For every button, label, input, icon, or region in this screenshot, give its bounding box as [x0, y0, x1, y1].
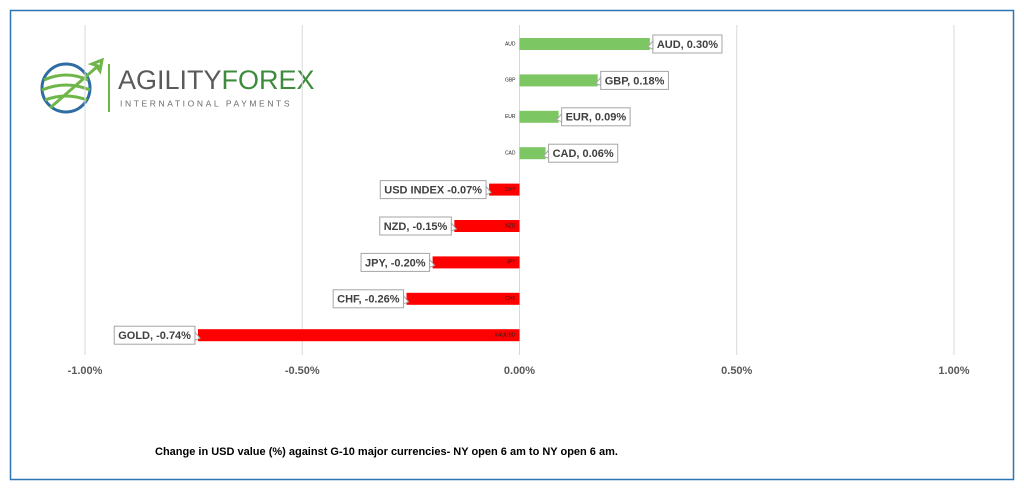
data-label: JPY, -0.20%	[365, 257, 426, 269]
frame	[9, 9, 1015, 481]
label-pointer	[555, 112, 563, 123]
category-label: NZD	[505, 223, 516, 229]
category-label: CHF	[505, 296, 515, 302]
label-pointer	[450, 221, 458, 232]
logo: AGILITYFOREX INTERNATIONAL PAYMENTS	[40, 57, 315, 114]
label-pointer	[594, 76, 602, 87]
bar	[519, 38, 650, 50]
category-label: CAD	[505, 151, 516, 157]
x-tick-label: -0.50%	[285, 365, 320, 377]
data-label: CHF, -0.26%	[337, 294, 400, 306]
bar	[519, 74, 598, 87]
label-pointer	[403, 294, 410, 305]
label-pointer	[429, 258, 436, 269]
x-tick-label: -1.00%	[68, 365, 103, 377]
data-label: AUD, 0.30%	[657, 39, 718, 51]
logo-arrow	[49, 57, 104, 110]
data-label: EUR, 0.09%	[566, 112, 627, 124]
data-label: USD INDEX -0.07%	[384, 185, 482, 197]
bar	[454, 220, 520, 232]
data-label: NZD, -0.15%	[384, 221, 448, 233]
category-label: EUR	[505, 114, 516, 120]
bar	[406, 292, 520, 305]
bar	[197, 329, 520, 342]
label-pointer	[194, 330, 201, 341]
category-label: GBP	[505, 78, 516, 84]
x-tick-label: 0.50%	[721, 365, 752, 377]
label-pointer	[542, 148, 550, 159]
logo-tagline: INTERNATIONAL PAYMENTS	[120, 98, 292, 108]
data-label: GBP, 0.18%	[605, 75, 665, 87]
caption: Change in USD value (%) against G-10 maj…	[155, 446, 618, 458]
logo-globe	[40, 62, 92, 114]
bar	[489, 183, 520, 196]
x-tick-label: 1.00%	[938, 365, 969, 377]
label-pointer	[647, 39, 654, 50]
label-pointer	[485, 185, 492, 196]
data-label: GOLD, -0.74%	[118, 330, 191, 342]
bar	[519, 147, 546, 160]
x-tick-label: 0.00%	[504, 365, 535, 377]
category-label: DXY	[505, 187, 516, 193]
category-label: AUD	[505, 41, 516, 47]
logo-brand: AGILITYFOREX	[118, 65, 315, 95]
bar	[432, 256, 520, 269]
category-label: JPY	[506, 260, 516, 266]
bar	[519, 110, 559, 123]
category-label: XAUUSD	[495, 333, 516, 339]
data-label: CAD, 0.06%	[553, 148, 614, 160]
